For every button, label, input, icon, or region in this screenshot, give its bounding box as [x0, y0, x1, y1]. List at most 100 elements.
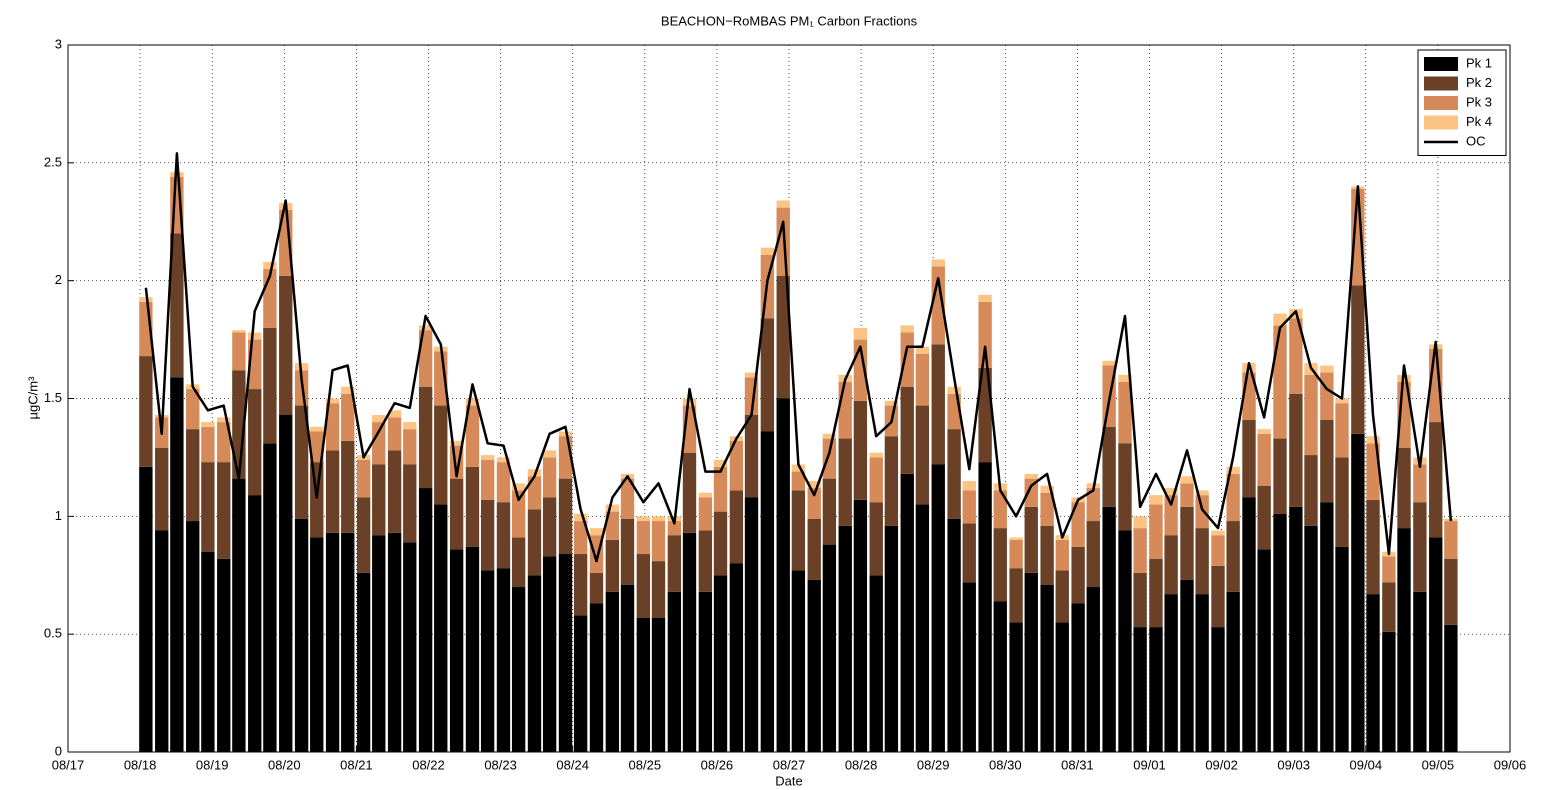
- bar-segment: [636, 554, 651, 618]
- bar-segment: [698, 530, 713, 592]
- bar-segment: [1164, 594, 1178, 752]
- bar-segment: [1444, 624, 1458, 752]
- bar-segment: [217, 422, 231, 463]
- bar-segment: [480, 459, 495, 500]
- bar-segment: [1071, 603, 1085, 752]
- bar-segment: [729, 440, 744, 491]
- bar-segment: [310, 431, 324, 463]
- x-tick-label: 08/26: [701, 757, 734, 772]
- bar-segment: [1351, 188, 1365, 286]
- bar-segment: [744, 372, 759, 378]
- bar-segment: [542, 457, 557, 498]
- bar-segment: [993, 528, 1007, 602]
- bar-segment: [294, 405, 309, 519]
- bar-segment: [1242, 419, 1256, 498]
- bar-segment: [217, 417, 231, 423]
- bar-segment: [1024, 572, 1038, 752]
- bar-segment: [1133, 572, 1147, 628]
- y-tick-label: 0.5: [44, 626, 62, 641]
- legend-label: Pk 4: [1466, 114, 1492, 129]
- x-tick-label: 08/28: [845, 757, 878, 772]
- bar-segment: [1102, 506, 1116, 752]
- bar-segment: [310, 537, 324, 752]
- bar-segment: [760, 247, 775, 255]
- bar-segment: [449, 549, 464, 752]
- bar-segment: [1211, 565, 1225, 628]
- bar-segment: [1055, 622, 1069, 752]
- bar-segment: [186, 389, 200, 430]
- legend-label: Pk 3: [1466, 94, 1492, 109]
- bar-segment: [1289, 318, 1303, 394]
- bar-segment: [931, 464, 945, 752]
- bar-segment: [1289, 506, 1303, 752]
- bar-segment: [978, 294, 992, 302]
- bar-segment: [1304, 455, 1318, 526]
- bar-segment: [403, 542, 417, 752]
- bar-segment: [465, 466, 480, 547]
- bar-segment: [1273, 325, 1287, 439]
- bar-segment: [760, 431, 775, 752]
- bar-segment: [1118, 443, 1132, 531]
- bar-segment: [387, 417, 402, 451]
- bar-segment: [387, 410, 402, 418]
- bar-segment: [1118, 374, 1132, 383]
- bar-segment: [915, 405, 930, 505]
- bar-segment: [1304, 525, 1318, 752]
- bar-segment: [744, 414, 759, 498]
- bar-segment: [776, 200, 790, 208]
- y-tick-label: 3: [55, 36, 62, 51]
- bar-segment: [1040, 492, 1054, 526]
- legend-swatch: [1424, 96, 1458, 110]
- bar-segment: [1444, 558, 1458, 625]
- bar-segment: [403, 464, 417, 543]
- bar-segment: [232, 330, 246, 333]
- x-axis-label: Date: [775, 773, 802, 788]
- bar-segment: [822, 433, 837, 439]
- bar-segment: [620, 518, 635, 585]
- bar-segment: [620, 584, 635, 752]
- bar-segment: [1102, 426, 1116, 507]
- bar-segment: [263, 327, 277, 444]
- bar-segment: [900, 473, 914, 752]
- legend-label: OC: [1466, 133, 1486, 148]
- bar-segment: [853, 400, 868, 500]
- bar-segment: [791, 471, 806, 491]
- bar-segment: [1366, 436, 1380, 444]
- bar-segment: [1335, 546, 1349, 752]
- bar-segment: [294, 518, 309, 752]
- bar-segment: [807, 488, 821, 519]
- bar-segment: [341, 386, 355, 394]
- bar-segment: [201, 462, 215, 552]
- bar-segment: [589, 572, 604, 604]
- bar-segment: [651, 516, 666, 522]
- bar-segment: [217, 462, 231, 559]
- bar-segment: [1180, 506, 1194, 580]
- bar-segment: [838, 525, 852, 752]
- bar-segment: [418, 488, 433, 752]
- bar-segment: [947, 518, 961, 752]
- bar-segment: [1366, 443, 1380, 500]
- bar-segment: [403, 429, 417, 465]
- bar-segment: [496, 462, 511, 503]
- bar-segment: [947, 386, 961, 394]
- x-tick-label: 08/22: [412, 757, 445, 772]
- bar-segment: [1164, 488, 1178, 496]
- bar-segment: [170, 233, 184, 378]
- bar-segment: [279, 275, 293, 415]
- legend-label: Pk 2: [1466, 75, 1492, 90]
- x-tick-label: 08/31: [1061, 757, 1094, 772]
- bar-segment: [713, 575, 728, 752]
- bar-segment: [511, 537, 526, 588]
- legend-label: Pk 1: [1466, 55, 1492, 70]
- bar-segment: [341, 440, 355, 533]
- x-tick-label: 08/18: [124, 757, 157, 772]
- bar-segment: [1413, 502, 1427, 592]
- x-tick-label: 08/17: [52, 757, 85, 772]
- bar-segment: [667, 521, 682, 536]
- bar-segment: [1195, 495, 1209, 529]
- bar-segment: [356, 459, 371, 498]
- bar-segment: [434, 504, 448, 752]
- bar-segment: [496, 502, 511, 569]
- bar-segment: [449, 440, 464, 446]
